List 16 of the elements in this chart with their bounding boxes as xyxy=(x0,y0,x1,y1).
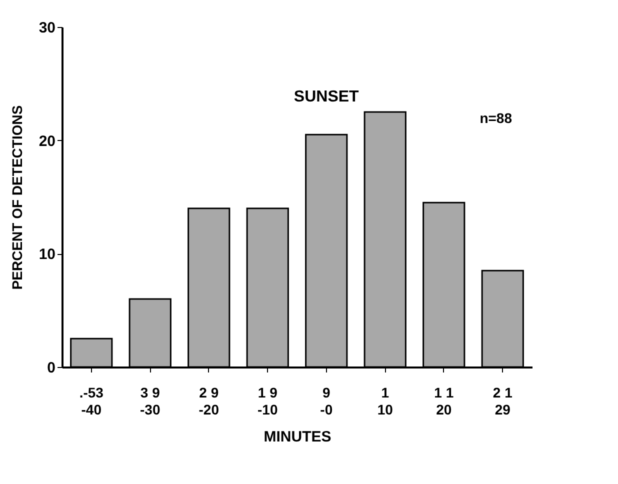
y-axis-title: PERCENT OF DETECTIONS xyxy=(8,105,25,290)
x-tick-label: 1 10 xyxy=(377,384,394,418)
y-tick-label: 20 xyxy=(38,132,56,150)
x-axis-title: MINUTES xyxy=(264,428,332,446)
x-tick-label: 9 -0 xyxy=(320,384,333,418)
x-tick-label: 1 1 20 xyxy=(434,384,454,418)
y-tick-label: 30 xyxy=(38,20,56,36)
x-tick-label: .-53 -40 xyxy=(79,384,104,418)
x-tick-label: 2 1 29 xyxy=(492,384,513,418)
annotation: SUNSET xyxy=(294,88,360,106)
x-tick-label: 1 9 -10 xyxy=(258,384,278,418)
annotation: n=88 xyxy=(480,110,512,126)
x-tick-label: 2 9 -20 xyxy=(198,384,220,418)
y-tick-label: 10 xyxy=(38,246,56,264)
y-tick-label: 0 xyxy=(47,360,56,376)
x-tick-label: 3 9 -30 xyxy=(140,384,160,418)
